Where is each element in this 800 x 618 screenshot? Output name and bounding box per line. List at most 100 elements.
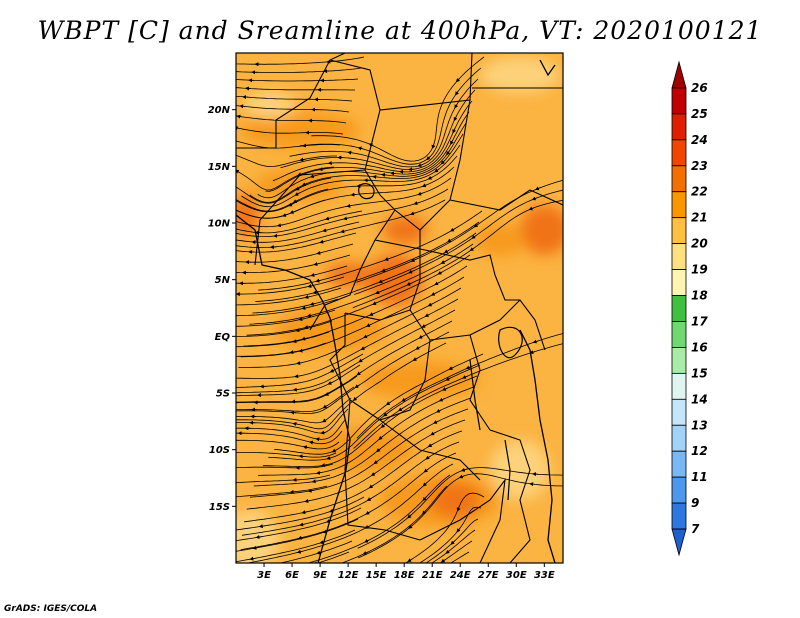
streamline-arrow: [378, 435, 384, 440]
streamline-arrow: [309, 174, 316, 179]
streamline-arrow: [299, 522, 306, 527]
colorbar-label: 14: [691, 392, 708, 406]
streamline-arrow: [441, 387, 448, 391]
streamline-arrow: [413, 201, 420, 206]
colorbar-label: 13: [691, 418, 708, 432]
streamline: [236, 105, 350, 113]
streamline-arrow: [289, 350, 296, 355]
streamline: [236, 127, 344, 135]
streamline: [357, 467, 563, 549]
colorbar-swatch: [671, 269, 687, 296]
streamline-arrow: [340, 229, 347, 234]
colorbar-swatch: [671, 321, 687, 348]
lat-label: 15N: [208, 162, 231, 173]
streamline: [249, 243, 474, 325]
streamline-arrow: [321, 418, 328, 423]
latitude-axis: 20N 15N 10N 5N EQ 5S 10S 15S: [208, 105, 236, 513]
streamline-arrow: [292, 339, 299, 344]
streamline-arrow: [450, 139, 454, 145]
warm-region: [475, 224, 525, 256]
streamline-arrow: [443, 249, 450, 254]
streamline-arrow: [356, 371, 362, 376]
streamline: [258, 210, 483, 291]
streamline: [356, 333, 563, 439]
streamline-arrow: [301, 182, 308, 187]
streamline-arrow: [383, 412, 389, 417]
streamline-arrow: [422, 482, 428, 487]
streamline: [236, 166, 335, 191]
colorbar-bottom-arrow: [671, 528, 687, 557]
lon-label: 18E: [394, 570, 415, 581]
streamline-arrow: [365, 323, 372, 327]
streamline: [241, 441, 460, 536]
streamline: [244, 430, 463, 523]
streamline: [236, 364, 361, 397]
streamline-arrow: [406, 281, 412, 286]
warm-region: [305, 428, 415, 472]
streamline: [246, 254, 471, 336]
streamline-arrow: [528, 206, 535, 211]
streamline-arrow: [304, 295, 311, 299]
streamline-arrow: [322, 228, 329, 233]
lon-label: 21E: [422, 570, 443, 581]
lon-label: 27E: [478, 570, 499, 581]
streamline: [245, 463, 454, 563]
map-frame: [235, 52, 564, 564]
streamline: [236, 155, 458, 213]
colorbar-label: 18: [691, 289, 708, 303]
streamline-arrow: [347, 150, 354, 155]
streamline-arrow: [236, 169, 241, 174]
lon-label: 33E: [534, 570, 555, 581]
colorbar-swatch: [671, 372, 687, 400]
streamline-arrow: [299, 157, 306, 162]
streamline-arrow: [296, 549, 303, 554]
streamline-arrow: [307, 283, 314, 288]
border-line: [329, 313, 381, 421]
coastline: [236, 59, 556, 563]
colorbar-swatch: [671, 424, 687, 452]
streamline-arrow: [408, 524, 414, 529]
streamline-arrow: [440, 160, 446, 165]
streamline-arrow: [432, 420, 439, 424]
streamline-arrow: [410, 258, 417, 262]
streamline-arrow: [381, 268, 387, 273]
streamline-arrow: [316, 470, 322, 475]
streamline: [236, 287, 342, 306]
streamline-arrow: [408, 269, 414, 274]
streamline-arrow: [375, 290, 381, 295]
lon-label: 6E: [285, 570, 299, 581]
colorbar-swatch: [671, 295, 687, 322]
border-line: [419, 478, 506, 563]
streamline: [236, 309, 456, 394]
streamline-arrow: [532, 339, 539, 344]
streamline-arrow: [418, 334, 424, 339]
colorbar-label: 7: [691, 522, 700, 536]
streamline: [236, 140, 341, 149]
streamline-arrow: [358, 358, 364, 363]
lon-label: 3E: [257, 570, 271, 581]
streamline-arrow: [437, 270, 443, 275]
streamline: [236, 496, 365, 531]
lakes: [358, 183, 523, 501]
lake-victoria: [498, 326, 523, 359]
streamline: [257, 122, 467, 199]
streamline: [236, 78, 359, 82]
streamline-arrow: [295, 328, 302, 333]
streamline-arrow: [301, 306, 308, 310]
streamline: [236, 177, 452, 228]
streamline-arrow: [417, 191, 424, 196]
streamline: [253, 397, 472, 487]
streamline: [450, 551, 470, 563]
streamline-arrow: [422, 496, 427, 502]
streamline-arrow: [297, 535, 304, 540]
colorbar-swatch: [671, 191, 687, 219]
streamline-arrow: [460, 467, 467, 472]
streamline-arrow: [368, 484, 374, 489]
streamline: [306, 474, 451, 563]
colorbar: 26 25 24 23 22 21 20 19 18 17 16 15 14 13 12 11 9 7: [671, 60, 708, 557]
colorbar-swatch: [671, 243, 687, 270]
streamline-arrow: [292, 422, 299, 426]
streamline-arrow: [258, 524, 265, 529]
streamline: [358, 473, 563, 559]
streamline-arrow: [370, 472, 377, 477]
